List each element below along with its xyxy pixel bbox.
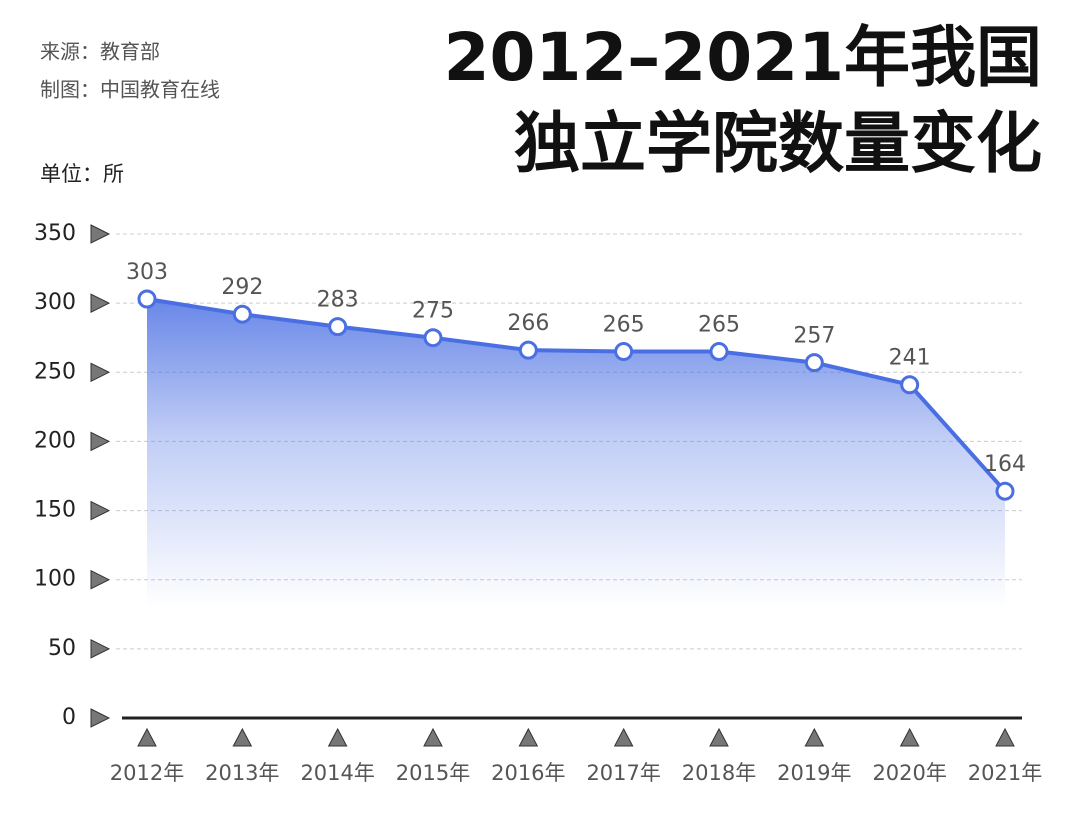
x-tick-marker	[613, 727, 634, 747]
x-tick-label: 2018年	[682, 761, 756, 785]
value-label: 241	[889, 346, 931, 371]
x-tick-marker	[423, 727, 443, 747]
x-tick-label: 2012年	[110, 761, 184, 785]
point	[518, 340, 538, 360]
area	[147, 298, 1005, 718]
x-tick-marker	[995, 727, 1015, 747]
x-tick-marker	[232, 727, 253, 747]
y-tick-label: 200	[34, 428, 76, 453]
x-tick-marker	[709, 727, 729, 747]
credit: 制图：中国教育在线	[40, 78, 220, 102]
x-tick-label: 2021年	[968, 761, 1042, 785]
chart-title: 2012–2021年我国	[444, 19, 1042, 96]
value-label: 265	[603, 313, 645, 338]
x-tick-label: 2020年	[872, 761, 946, 785]
point	[995, 481, 1015, 501]
x-tick-marker	[804, 727, 825, 747]
y-tick-marker	[90, 362, 111, 383]
value-label: 303	[126, 260, 168, 285]
x-tick-label: 2016年	[491, 761, 565, 785]
y-tick-label: 100	[34, 567, 76, 592]
value-label: 292	[221, 275, 263, 300]
value-label: 283	[317, 288, 359, 313]
y-tick-label: 0	[62, 705, 76, 730]
x-tick-label: 2013年	[205, 761, 279, 785]
x-tick-label: 2015年	[396, 761, 470, 785]
point	[328, 317, 348, 337]
y-tick-marker	[90, 293, 111, 313]
x-tick-marker	[137, 727, 157, 747]
y-tick-label: 250	[34, 359, 76, 384]
point	[137, 289, 157, 309]
x-tick-marker	[899, 727, 920, 747]
value-label: 265	[698, 313, 740, 338]
y-tick-marker	[90, 569, 111, 590]
point	[614, 342, 634, 362]
y-tick-marker	[90, 708, 111, 728]
point	[232, 304, 252, 324]
point	[804, 353, 824, 373]
y-tick-marker	[90, 639, 111, 659]
source: 来源：教育部	[40, 40, 160, 64]
y-tick-marker	[90, 431, 111, 452]
y-tick-label: 50	[48, 636, 76, 661]
x-tick-label: 2019年	[777, 761, 851, 785]
x-tick-label: 2014年	[300, 761, 374, 785]
value-label: 266	[507, 311, 549, 336]
point	[423, 328, 443, 348]
value-label: 257	[793, 324, 835, 349]
y-tick-marker	[90, 500, 111, 521]
y-tick-label: 350	[34, 221, 76, 246]
chart-title: 独立学院数量变化	[514, 105, 1042, 182]
unit: 单位：所	[40, 162, 124, 186]
x-tick-marker	[518, 727, 539, 747]
value-label: 275	[412, 299, 454, 324]
y-tick-label: 300	[34, 290, 76, 315]
x-tick-marker	[327, 727, 348, 747]
y-tick-marker	[90, 224, 111, 244]
point	[900, 375, 920, 395]
point	[709, 342, 729, 362]
x-tick-label: 2017年	[586, 761, 660, 785]
y-tick-label: 150	[34, 498, 76, 523]
value-label: 164	[984, 452, 1026, 477]
line	[146, 297, 1007, 493]
